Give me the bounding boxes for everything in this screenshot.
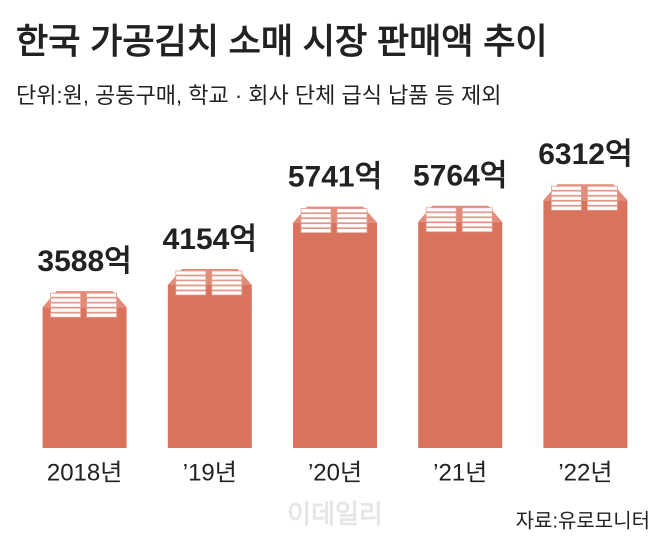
x-tick-label: 2018년 <box>47 459 122 486</box>
paper-sheet <box>461 217 493 223</box>
paper-sheet <box>336 223 368 229</box>
paper-sheet <box>336 218 368 224</box>
paper-sheet <box>587 200 618 206</box>
paper-sheet <box>587 205 618 211</box>
paper-sheet <box>175 275 207 281</box>
paper-sheet <box>211 280 243 286</box>
paper-sheet <box>425 217 457 223</box>
paper-sheet <box>211 290 243 296</box>
bar <box>543 200 628 448</box>
paper-sheet <box>587 185 618 191</box>
x-tick-label: ’22년 <box>558 459 612 486</box>
value-label: 4154억 <box>163 223 257 256</box>
paper-sheet <box>175 270 207 276</box>
paper-sheet <box>175 290 207 296</box>
x-tick-label: ’20년 <box>308 459 362 486</box>
paper-sheet <box>551 200 582 206</box>
paper-sheet <box>587 195 618 201</box>
paper-sheet <box>425 207 457 213</box>
paper-sheet <box>551 190 582 196</box>
paper-sheet <box>50 297 81 303</box>
paper-sheet <box>425 222 457 228</box>
paper-sheet <box>211 275 243 281</box>
paper-sheet <box>587 190 618 196</box>
value-label: 3588억 <box>37 245 131 278</box>
paper-sheet <box>461 207 493 213</box>
paper-sheet <box>461 222 493 228</box>
paper-sheet <box>551 185 582 191</box>
paper-sheet <box>300 218 332 224</box>
bar <box>42 307 127 448</box>
paper-sheet <box>461 212 493 218</box>
paper-sheet <box>551 205 582 211</box>
paper-sheet <box>86 297 117 303</box>
paper-sheet <box>300 223 332 229</box>
paper-sheet <box>336 208 368 214</box>
bar <box>418 221 503 448</box>
paper-sheet <box>336 213 368 219</box>
paper-sheet <box>425 212 457 218</box>
paper-sheet <box>50 292 81 298</box>
paper-sheet <box>211 285 243 291</box>
paper-sheet <box>86 312 117 318</box>
paper-sheet <box>211 270 243 276</box>
paper-sheet <box>300 208 332 214</box>
paper-sheet <box>336 228 368 234</box>
paper-sheet <box>86 307 117 313</box>
value-label: 6312억 <box>538 138 632 171</box>
paper-sheet <box>300 228 332 234</box>
paper-sheet <box>425 227 457 233</box>
paper-sheet <box>461 227 493 233</box>
paper-sheet <box>175 285 207 291</box>
value-label: 5741억 <box>288 161 382 194</box>
paper-sheet <box>50 302 81 308</box>
x-tick-label: ’19년 <box>183 459 237 486</box>
chart-subtitle: 단위:원, 공동구매, 학교 · 회사 단체 급식 납품 등 제외 <box>16 83 501 108</box>
paper-sheet <box>50 307 81 313</box>
paper-sheet <box>86 302 117 308</box>
bar <box>167 284 252 448</box>
chart-title: 한국 가공김치 소매 시장 판매액 추이 <box>16 22 548 61</box>
paper-sheet <box>50 312 81 318</box>
source: 자료:유로모니터 <box>516 509 650 532</box>
paper-sheet <box>86 292 117 298</box>
paper-sheet <box>175 280 207 286</box>
watermark: 이데일리 <box>287 499 383 529</box>
value-label: 5764억 <box>413 160 507 193</box>
bar <box>293 222 377 448</box>
paper-sheet <box>551 195 582 201</box>
x-tick-label: ’21년 <box>433 459 487 486</box>
paper-sheet <box>300 213 332 219</box>
